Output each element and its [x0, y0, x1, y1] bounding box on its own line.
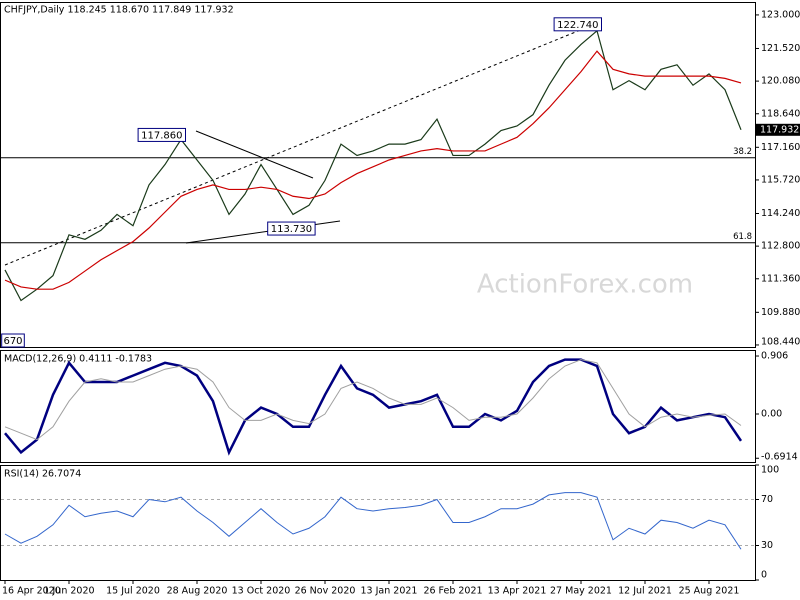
price-panel [0, 2, 756, 348]
y-tick-label: -0.6914 [761, 452, 798, 463]
y-tick-label: 108.440 [761, 337, 800, 348]
x-tick-label: 13 Apr 2021 [488, 586, 547, 597]
y-tick-label: 120.080 [761, 76, 800, 87]
level-label: 38.2 [733, 147, 752, 157]
panel-title: CHFJPY,Daily 118.245 118.670 117.849 117… [4, 5, 234, 16]
y-tick-label: 117.160 [761, 142, 800, 153]
triangle-line [195, 130, 314, 179]
annotation-box [1, 333, 25, 348]
macd-panel [0, 350, 756, 463]
series-line [4, 359, 742, 441]
trend-line [4, 21, 601, 266]
y-tick-label: 0.906 [761, 351, 788, 362]
x-tick-label: 25 Aug 2021 [679, 586, 740, 597]
x-tick-label: 28 Aug 2020 [167, 586, 228, 597]
annotation-label: 122.740 [557, 20, 598, 31]
panel-title: MACD(12,26,9) 0.4111 -0.1783 [4, 354, 152, 365]
annotation-label: 113.730 [271, 224, 312, 235]
y-tick-label: 70 [761, 494, 773, 505]
y-tick-label: 121.520 [761, 43, 800, 54]
x-tick-label: 13 Oct 2020 [232, 586, 291, 597]
panel-title: RSI(14) 26.7074 [4, 469, 81, 480]
series-line [4, 29, 742, 302]
y-tick-label: 112.800 [761, 241, 800, 252]
series-line [4, 50, 742, 290]
annotation-box [137, 127, 187, 142]
annotation-label: 117.860 [141, 130, 182, 141]
last-price-label: 117.932 [760, 124, 799, 135]
y-tick-label: 118.640 [761, 108, 800, 119]
x-tick-label: 16 Apr 2020 [2, 586, 61, 597]
series-line [4, 358, 743, 456]
last-price-box [756, 123, 800, 136]
rsi-panel [0, 465, 756, 581]
y-tick-label: 109.880 [761, 307, 800, 318]
y-tick-label: 123.000 [761, 9, 800, 20]
y-tick-label: 115.720 [761, 174, 800, 185]
y-tick-label: 100 [761, 465, 779, 476]
annotation-box [267, 221, 316, 236]
x-tick-label: 26 Nov 2020 [295, 586, 356, 597]
x-tick-label: 1 Jun 2020 [43, 586, 94, 597]
x-tick-label: 12 Jul 2021 [618, 586, 672, 597]
series-line [4, 492, 742, 550]
annotation-label: 670 [3, 336, 22, 347]
watermark: ActionForex.com [477, 270, 693, 300]
annotation-box [553, 17, 602, 32]
y-tick-label: 0 [761, 570, 767, 581]
x-tick-label: 15 Jul 2020 [106, 586, 160, 597]
x-tick-label: 13 Jan 2021 [361, 586, 418, 597]
y-tick-label: 0.00 [761, 409, 782, 420]
y-tick-label: 111.360 [761, 273, 800, 284]
y-tick-label: 114.240 [761, 208, 800, 219]
x-tick-label: 27 May 2021 [550, 586, 612, 597]
x-tick-label: 26 Feb 2021 [423, 586, 482, 597]
y-tick-label: 30 [761, 540, 773, 551]
level-label: 61.8 [733, 232, 752, 242]
